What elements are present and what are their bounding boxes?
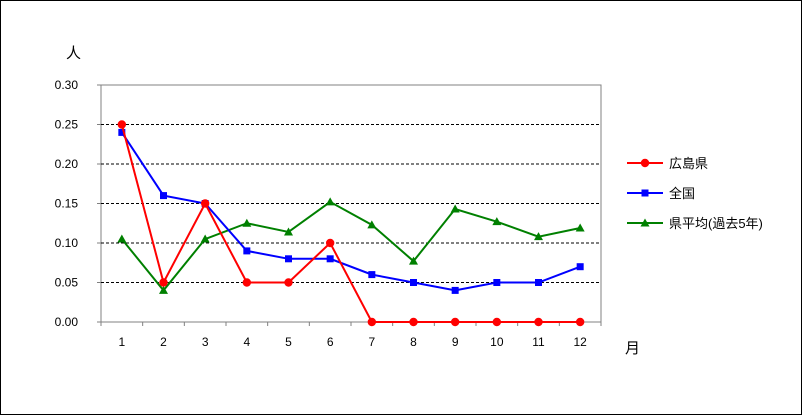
data-point [535, 279, 542, 286]
data-point [284, 227, 293, 236]
series-2 [118, 128, 584, 294]
data-point [367, 317, 377, 327]
data-point [243, 247, 251, 255]
data-point [409, 256, 418, 265]
data-point [575, 223, 585, 232]
data-point [200, 234, 210, 243]
legend-item: 広島県 [627, 156, 708, 171]
legend-marker [640, 158, 650, 168]
x-tick-label: 3 [202, 335, 209, 349]
data-point [284, 278, 293, 287]
legend-marker [640, 218, 650, 227]
y-tick-label: 0.10 [55, 236, 79, 250]
x-axis-unit: 月 [625, 340, 640, 357]
data-point [285, 255, 292, 263]
series-group [117, 120, 585, 327]
data-point [242, 218, 252, 227]
y-tick-label: 0.25 [55, 118, 79, 132]
data-point [325, 238, 335, 248]
data-point [117, 234, 127, 243]
data-point [450, 317, 460, 327]
legend-label: 県平均(過去5年) [669, 216, 763, 231]
data-point [451, 286, 459, 294]
series-3 [117, 197, 585, 294]
data-point [450, 204, 460, 213]
x-tick-label: 8 [410, 335, 417, 349]
data-point [575, 317, 585, 327]
data-point [492, 217, 502, 226]
x-tick-label: 5 [285, 335, 292, 349]
data-point [200, 199, 210, 208]
x-axis: 1 2 3 4 5 6 7 8 9 10 11 12 [100, 322, 602, 349]
y-axis-unit: 人 [66, 45, 81, 62]
y-tick-label: 0.30 [55, 78, 79, 92]
data-point [409, 317, 418, 327]
data-point [368, 271, 376, 279]
data-point [410, 279, 417, 286]
data-point [159, 278, 168, 287]
x-tick-label: 11 [532, 335, 545, 349]
legend-label: 全国 [669, 186, 695, 201]
data-point [159, 285, 168, 294]
data-point [326, 255, 334, 263]
y-tick-label: 0.00 [55, 315, 79, 329]
x-tick-label: 7 [368, 335, 375, 349]
x-tick-label: 4 [243, 335, 250, 349]
legend-label: 広島県 [669, 156, 708, 171]
legend-marker [641, 189, 649, 197]
series-line [120, 131, 581, 292]
y-axis: 0.00 0.05 0.10 0.15 0.20 0.25 0.30 [55, 78, 101, 329]
x-tick-label: 9 [452, 335, 459, 349]
data-point [576, 263, 584, 271]
legend-item: 全国 [627, 186, 695, 201]
series-1 [117, 120, 585, 327]
data-point [160, 192, 167, 200]
y-tick-label: 0.20 [55, 157, 79, 171]
data-point [117, 120, 127, 129]
x-tick-label: 2 [160, 335, 167, 349]
data-point [325, 197, 335, 206]
x-tick-label: 10 [490, 335, 504, 349]
legend-item: 県平均(過去5年) [627, 216, 763, 231]
data-point [118, 128, 126, 136]
x-tick-label: 12 [573, 335, 587, 349]
y-tick-label: 0.15 [55, 197, 79, 211]
data-point [534, 317, 543, 327]
data-point [493, 279, 501, 286]
x-tick-label: 6 [327, 335, 334, 349]
data-point [242, 278, 252, 287]
series-line [120, 124, 581, 323]
data-point [367, 220, 377, 229]
y-tick-label: 0.05 [55, 276, 79, 290]
data-point [492, 317, 502, 327]
x-tick-label: 1 [118, 335, 125, 349]
series-line [121, 200, 581, 292]
data-point [534, 232, 543, 241]
